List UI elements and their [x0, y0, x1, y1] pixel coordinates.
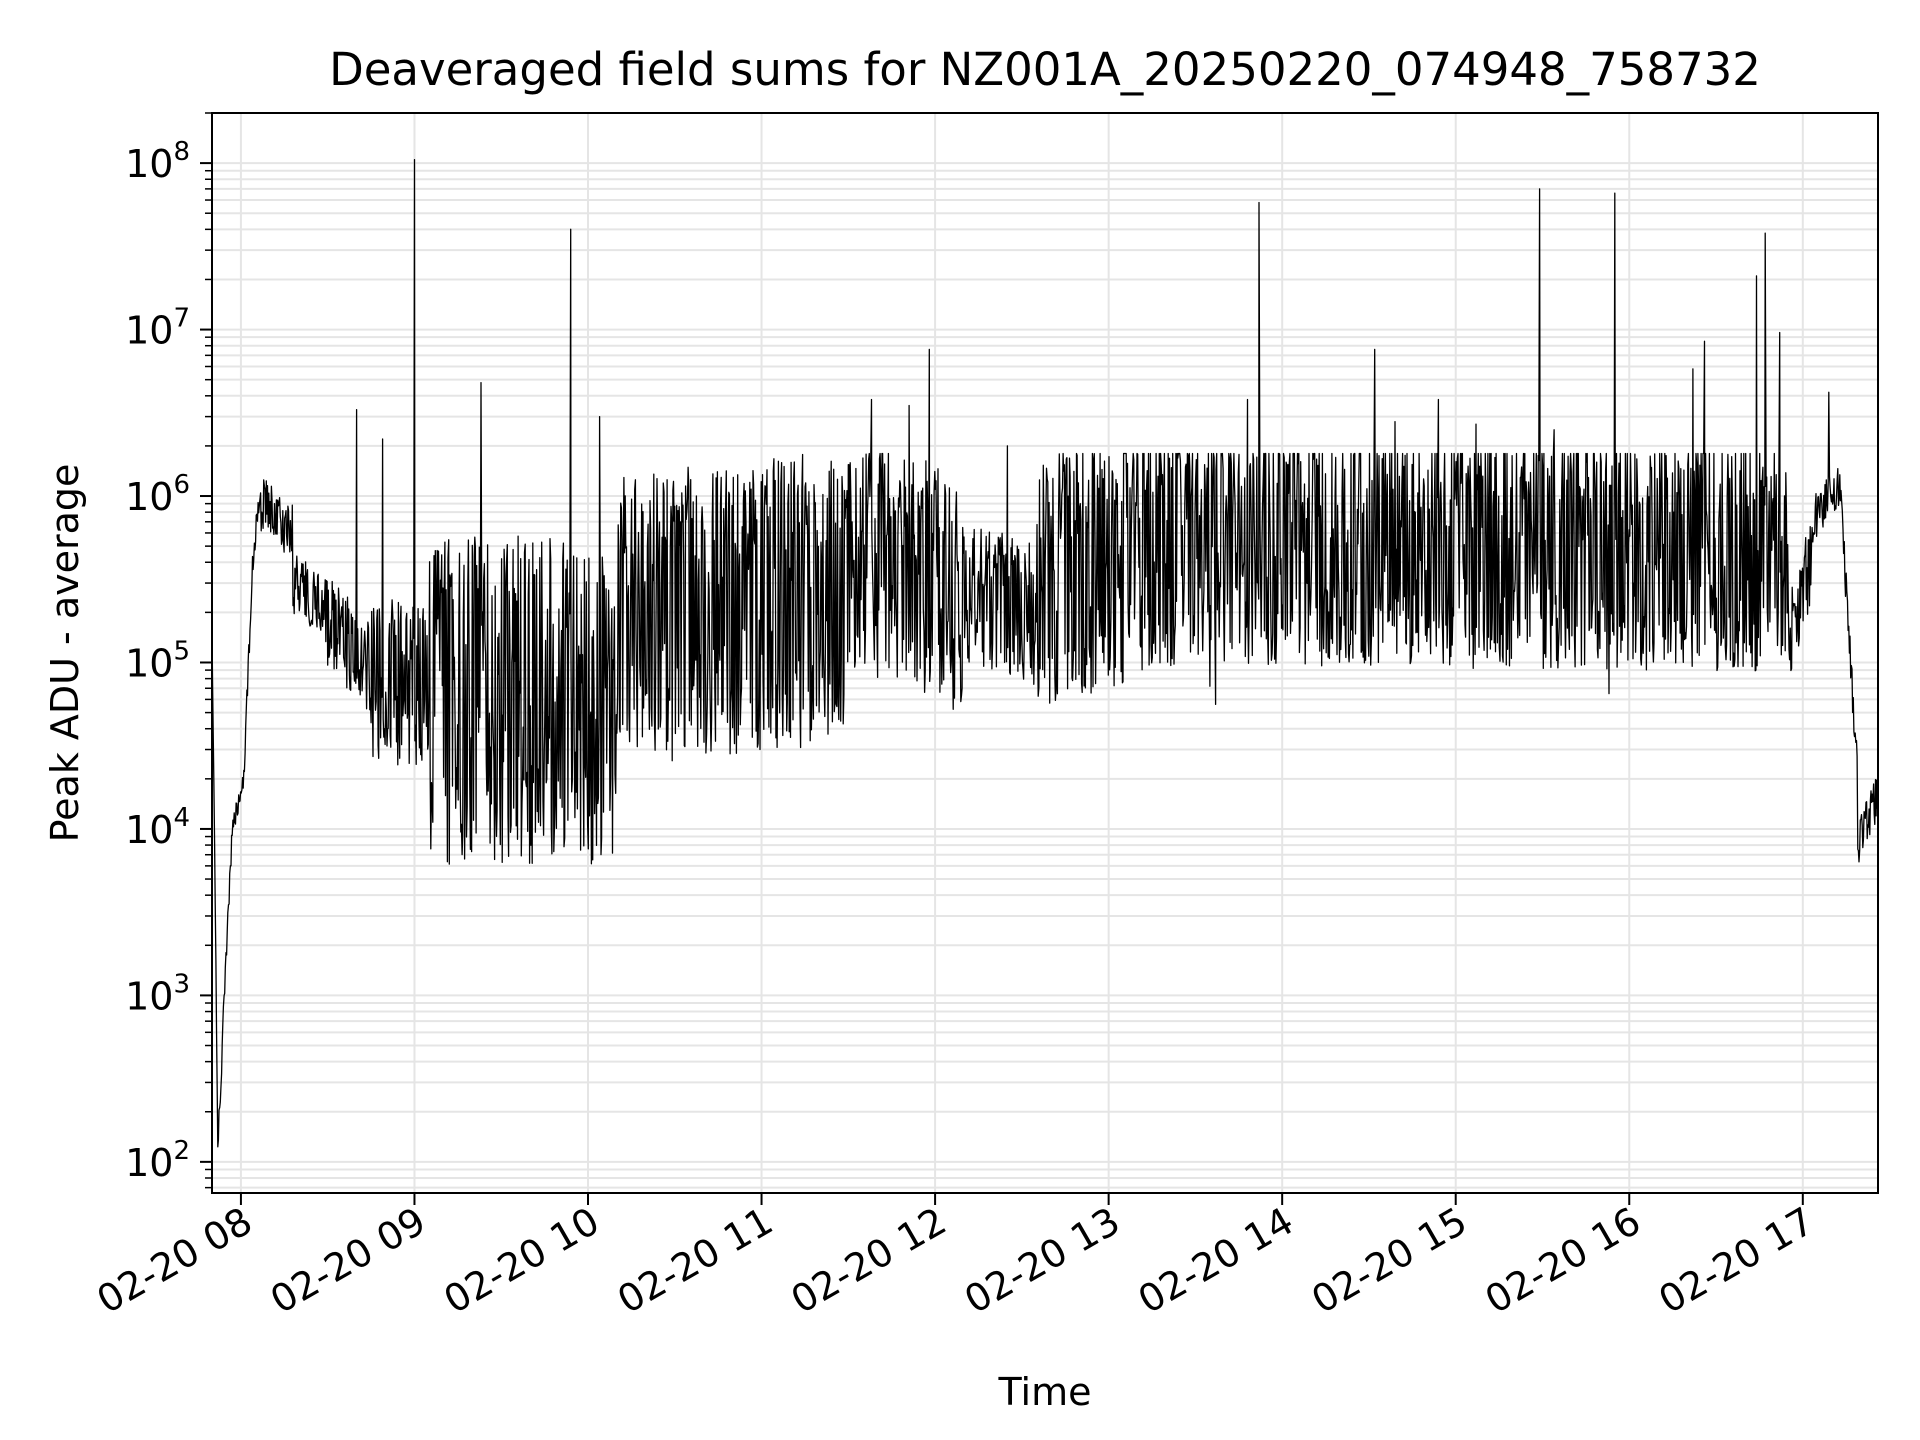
- y-axis-label: Peak ADU - average: [43, 464, 87, 843]
- y-tick-label: 103: [125, 969, 190, 1018]
- series-layer: [211, 158, 1879, 1148]
- y-tick-label: 108: [125, 137, 190, 186]
- series-line: [211, 158, 1879, 1148]
- x-axis-label: Time: [998, 1370, 1092, 1414]
- plot-frame: [211, 112, 1879, 1194]
- y-tick-label: 106: [125, 470, 190, 519]
- y-axis: 102 103 104 105 106 107 108: [125, 112, 212, 1189]
- y-tick-label: 104: [125, 803, 190, 852]
- y-tick-label: 102: [125, 1136, 190, 1185]
- chart-title: Deaveraged field sums for NZ001A_2025022…: [329, 43, 1761, 96]
- y-tick-label: 107: [125, 304, 190, 353]
- y-tick-label: 105: [125, 636, 190, 685]
